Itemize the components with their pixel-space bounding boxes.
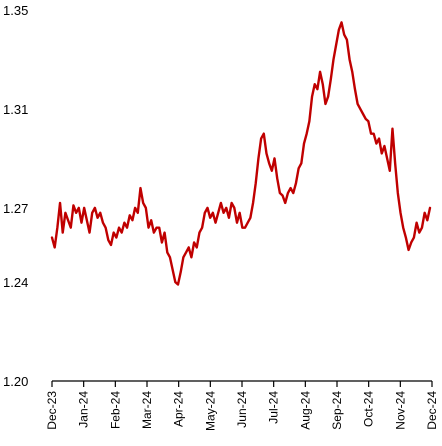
series-line — [50, 21, 432, 286]
y-tick-label: 1.27 — [3, 201, 28, 216]
x-tick-label: Jan-24 — [77, 391, 91, 428]
x-tick-label: Jun-24 — [235, 391, 249, 428]
x-tick-label: Apr-24 — [172, 391, 186, 427]
y-axis-ticks: 1.20 1.24 1.27 1.31 1.35 — [3, 3, 28, 389]
x-tick-label: Feb-24 — [108, 391, 122, 429]
x-tick-label: Jul-24 — [267, 391, 281, 424]
x-axis-ticks: Dec-23 Jan-24 Feb-24 Mar-24 Apr-24 May-24 Jun-… — [45, 381, 439, 431]
y-tick-label: 1.20 — [3, 374, 28, 389]
x-tick-label: Aug-24 — [298, 391, 312, 430]
x-tick-label: May-24 — [203, 391, 217, 431]
y-tick-label: 1.24 — [3, 275, 28, 290]
x-tick-label: Sep-24 — [330, 391, 344, 430]
x-tick-label: Dec-23 — [45, 391, 59, 430]
x-tick-label: Mar-24 — [140, 391, 154, 429]
x-tick-label: Oct-24 — [362, 391, 376, 427]
x-tick-label: Dec-24 — [425, 391, 439, 430]
x-tick-label: Nov-24 — [393, 391, 407, 430]
y-tick-label: 1.31 — [3, 102, 28, 117]
y-tick-label: 1.35 — [3, 3, 28, 18]
